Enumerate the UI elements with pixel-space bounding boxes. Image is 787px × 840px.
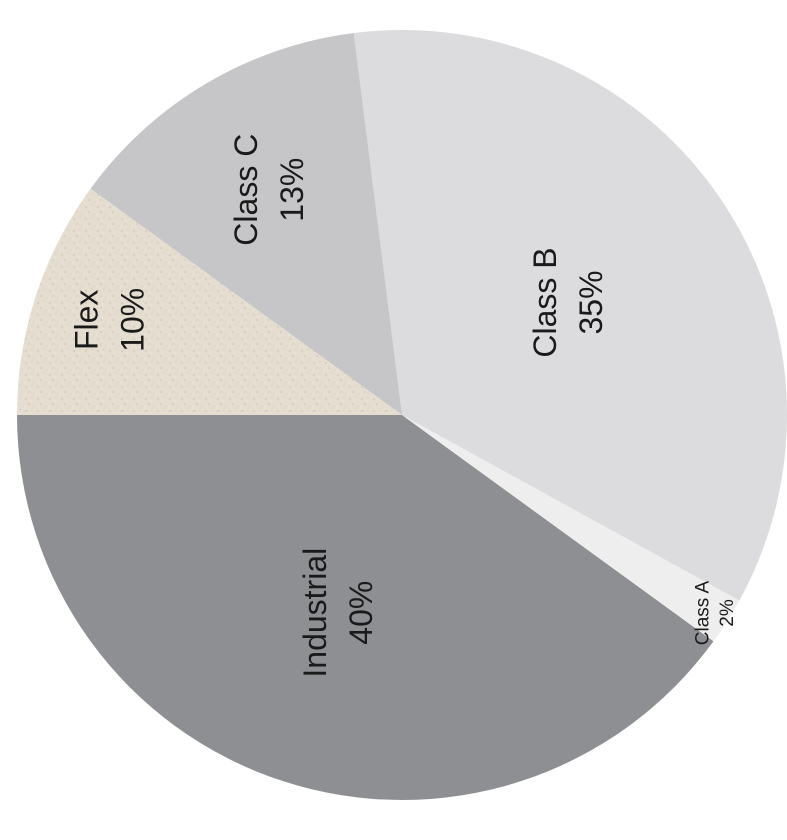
slice-label-industrial: Industrial 40% [297, 548, 379, 678]
pie-slice-industrial [17, 415, 714, 801]
pie-slices [17, 30, 787, 801]
slice-value-label: 35% [573, 270, 609, 334]
slice-name-label: Class C [228, 134, 264, 246]
slice-name-label: Flex [68, 290, 104, 350]
slice-value-label: 13% [274, 158, 310, 222]
slice-label-flex: Flex 10% [68, 288, 150, 352]
pie-slice-class-a [402, 415, 740, 642]
slice-value-label: 40% [343, 581, 379, 645]
pie-slice-class-b [353, 30, 787, 601]
slice-label-class-c: Class C 13% [228, 134, 310, 246]
slice-name-label: Class B [527, 247, 563, 357]
slice-name-label: Class A [692, 580, 713, 645]
pie-slice-class-c [90, 33, 402, 415]
slice-value-label: 10% [114, 288, 150, 352]
slice-value-label: 2% [717, 599, 738, 627]
slice-label-class-b: Class B 35% [527, 247, 609, 357]
pie-labels: Industrial 40% Class A 2% Class B 35% Class C 1… [68, 134, 738, 678]
pie-slice-flex [17, 188, 402, 415]
slice-name-label: Industrial [297, 548, 333, 678]
slice-label-class-a: Class A 2% [692, 580, 738, 645]
